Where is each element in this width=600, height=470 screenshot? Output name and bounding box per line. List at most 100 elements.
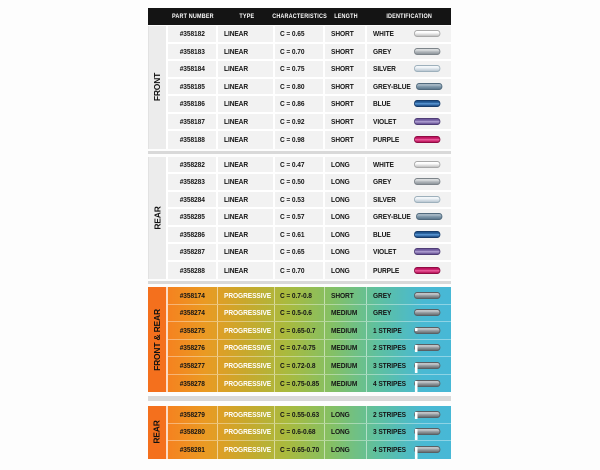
cell-type-text: LINEAR xyxy=(224,177,249,187)
stripe-dot xyxy=(414,387,418,392)
table-row: #358279 PROGRESSIVE C = 0.55-0.63 LONG 2 STR… xyxy=(168,406,451,424)
cell-length-text: LONG xyxy=(331,194,350,204)
table-row: #358282 LINEAR C = 0.47 LONG WHITE xyxy=(168,156,451,174)
cell-part-number-text: #358275 xyxy=(179,325,206,335)
cell-part-number-text: #358280 xyxy=(179,427,206,437)
cell-part-number-text: #358286 xyxy=(179,229,205,239)
cell-identification: GREY xyxy=(367,305,451,322)
cell-length: SHORT xyxy=(325,43,367,59)
stripe-dot xyxy=(414,366,418,370)
cell-length-text: LONG xyxy=(331,229,350,239)
spring-capsule-icon xyxy=(414,291,441,299)
cell-identification: WHITE xyxy=(367,26,451,42)
cell-characteristics-text: C = 0.50 xyxy=(280,177,305,187)
cell-length-text: SHORT xyxy=(331,135,354,145)
stripe-dot xyxy=(414,432,418,437)
cell-characteristics-text: C = 0.7-0.8 xyxy=(280,290,312,300)
cell-identification: VIOLET xyxy=(367,114,451,130)
cell-length: LONG xyxy=(325,441,367,459)
spring-capsule-icon xyxy=(414,47,441,55)
cell-characteristics-text: C = 0.47 xyxy=(280,159,305,169)
cell-identification: GREY xyxy=(367,44,451,60)
cell-characteristics-text: C = 0.86 xyxy=(280,99,305,109)
cell-type: PROGRESSIVE xyxy=(218,304,275,321)
stripe-dot xyxy=(414,380,418,385)
cell-length: SHORT xyxy=(325,78,367,94)
identification-text: BLUE xyxy=(373,229,391,239)
cell-identification: GREY-BLUE xyxy=(367,209,451,225)
cell-length-text: MEDIUM xyxy=(331,325,358,335)
cell-characteristics-text: C = 0.6-0.68 xyxy=(280,427,316,437)
table-row: #358284 LINEAR C = 0.53 LONG SILVER xyxy=(168,191,451,209)
identification-text: 3 STRIPES xyxy=(373,360,406,370)
cell-type-text: LINEAR xyxy=(224,29,249,39)
cell-characteristics-text: C = 0.75-0.85 xyxy=(280,378,320,388)
cell-identification: GREY-BLUE xyxy=(367,79,451,95)
cell-type-text: LINEAR xyxy=(224,247,249,257)
cell-identification: 1 STRIPE xyxy=(367,322,451,339)
cell-identification: 4 STRIPES xyxy=(367,441,451,459)
cell-type: LINEAR xyxy=(218,261,275,279)
spring-capsule-icon xyxy=(415,213,443,221)
cell-length-text: SHORT xyxy=(331,99,354,109)
spring-capsule-icon xyxy=(414,30,441,38)
cell-length-text: LONG xyxy=(331,247,350,257)
cell-characteristics: C = 0.72-0.8 xyxy=(275,357,325,374)
section-label-text: FRONT xyxy=(152,73,163,102)
table-row: #358286 LINEAR C = 0.61 LONG BLUE xyxy=(168,226,451,244)
cell-characteristics: C = 0.98 xyxy=(275,131,325,149)
cell-characteristics-text: C = 0.70 xyxy=(280,265,305,275)
cell-part-number: #358187 xyxy=(168,113,218,129)
table-body: FRONT #358182 LINEAR C = 0.65 SHORT WHITE #358… xyxy=(148,26,451,459)
spring-capsule-icon xyxy=(414,195,441,203)
cell-length-text: SHORT xyxy=(331,81,354,91)
stripe-dot xyxy=(414,348,418,353)
cell-characteristics-text: C = 0.65-0.70 xyxy=(280,445,320,455)
cell-length-text: LONG xyxy=(331,265,350,275)
cell-part-number: #358274 xyxy=(168,304,218,321)
cell-type-text: LINEAR xyxy=(224,212,249,222)
cell-part-number: #358184 xyxy=(168,61,218,77)
cell-length-text: MEDIUM xyxy=(331,360,358,370)
cell-type-text: LINEAR xyxy=(224,194,249,204)
identification-text: WHITE xyxy=(373,29,394,39)
cell-part-number: #358288 xyxy=(168,261,218,279)
section-rows: #358174 PROGRESSIVE C = 0.7-0.8 SHORT GREY #3… xyxy=(168,287,451,392)
cell-length-text: MEDIUM xyxy=(331,343,358,353)
cell-characteristics: C = 0.65-0.7 xyxy=(275,322,325,339)
cell-characteristics: C = 0.5-0.6 xyxy=(275,304,325,321)
spring-capsule-icon xyxy=(414,230,441,238)
cell-type-text: LINEAR xyxy=(224,46,249,56)
col-header-identification-label: IDENTIFICATION xyxy=(386,13,432,20)
identification-text: 2 STRIPES xyxy=(373,409,406,419)
stripe-dot xyxy=(414,384,418,388)
stripe-dot xyxy=(414,447,418,451)
cell-part-number-text: #358278 xyxy=(179,378,206,388)
section-front-0: FRONT #358182 LINEAR C = 0.65 SHORT WHITE #358… xyxy=(148,26,451,149)
spring-capsule-icon xyxy=(414,100,441,108)
spring-capsule-icon xyxy=(414,361,441,374)
cell-length-text: LONG xyxy=(331,177,350,187)
cell-length: LONG xyxy=(325,191,367,207)
cell-characteristics: C = 0.86 xyxy=(275,96,325,112)
cell-length-text: LONG xyxy=(331,427,350,437)
spring-capsule-icon xyxy=(414,178,441,186)
header-spacer xyxy=(148,8,168,25)
cell-characteristics-text: C = 0.98 xyxy=(280,135,305,145)
cell-type: LINEAR xyxy=(218,244,275,260)
cell-characteristics-text: C = 0.57 xyxy=(280,212,305,222)
spring-capsule-icon xyxy=(414,266,441,274)
table-row: #358278 PROGRESSIVE C = 0.75-0.85 MEDIUM 4 S… xyxy=(168,374,451,392)
section-label: FRONT xyxy=(148,26,168,149)
table-row: #358275 PROGRESSIVE C = 0.65-0.7 MEDIUM 1 ST… xyxy=(168,322,451,340)
cell-type: LINEAR xyxy=(218,131,275,149)
cell-type: PROGRESSIVE xyxy=(218,406,275,423)
table-row: #358277 PROGRESSIVE C = 0.72-0.8 MEDIUM 3 ST… xyxy=(168,357,451,375)
cell-length-text: LONG xyxy=(331,159,350,169)
cell-part-number-text: #358279 xyxy=(179,409,206,419)
cell-part-number: #358284 xyxy=(168,191,218,207)
cell-characteristics: C = 0.55-0.63 xyxy=(275,406,325,423)
identification-text: PURPLE xyxy=(373,265,400,275)
cell-characteristics-text: C = 0.72-0.8 xyxy=(280,360,316,370)
cell-part-number: #358280 xyxy=(168,423,218,440)
